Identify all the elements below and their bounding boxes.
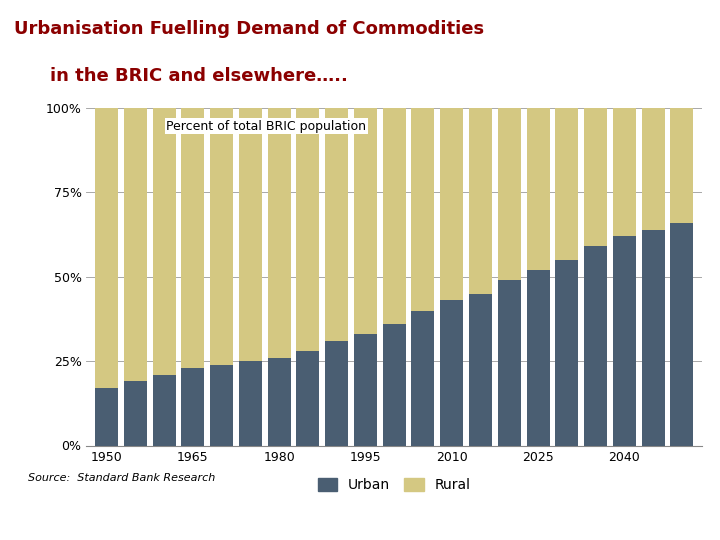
Bar <box>297 351 320 445</box>
Bar <box>268 108 291 357</box>
Bar <box>526 108 549 270</box>
Bar <box>354 108 377 334</box>
Bar <box>268 357 291 446</box>
Bar <box>440 108 463 300</box>
Bar <box>440 300 463 446</box>
Text: in the BRIC and elsewhere…..: in the BRIC and elsewhere….. <box>50 67 348 85</box>
Bar <box>181 108 204 368</box>
Text: Percent of total BRIC population: Percent of total BRIC population <box>166 120 366 133</box>
Bar <box>469 108 492 294</box>
Bar <box>383 324 405 446</box>
Bar <box>210 364 233 445</box>
Text: Slide # 24: Slide # 24 <box>328 518 392 531</box>
Bar <box>469 294 492 446</box>
Bar <box>613 108 636 237</box>
Bar <box>153 375 176 446</box>
Bar <box>181 368 204 445</box>
Bar <box>584 108 607 246</box>
Bar <box>498 280 521 446</box>
Bar <box>124 108 147 381</box>
Bar <box>555 108 578 260</box>
Bar <box>498 108 521 280</box>
Bar <box>613 237 636 446</box>
Bar <box>325 108 348 341</box>
Bar <box>325 341 348 446</box>
Bar <box>411 108 434 310</box>
Bar <box>670 222 693 446</box>
Bar <box>124 381 147 445</box>
Legend: Urban, Rural: Urban, Rural <box>312 472 477 498</box>
Bar <box>383 108 405 324</box>
Text: Source:  Standard Bank Research: Source: Standard Bank Research <box>28 473 215 483</box>
Bar <box>239 361 262 446</box>
Bar <box>354 334 377 446</box>
Bar <box>642 230 665 446</box>
Bar <box>95 108 118 388</box>
Bar <box>584 246 607 446</box>
Bar <box>239 108 262 361</box>
Bar <box>555 260 578 446</box>
Bar <box>297 108 320 351</box>
Text: Urbanisation Fuelling Demand of Commodities: Urbanisation Fuelling Demand of Commodit… <box>14 20 485 38</box>
Bar <box>210 108 233 364</box>
Bar <box>670 108 693 222</box>
Bar <box>411 310 434 446</box>
Bar <box>642 108 665 230</box>
Bar <box>153 108 176 375</box>
Bar <box>526 270 549 446</box>
Bar <box>95 388 118 446</box>
